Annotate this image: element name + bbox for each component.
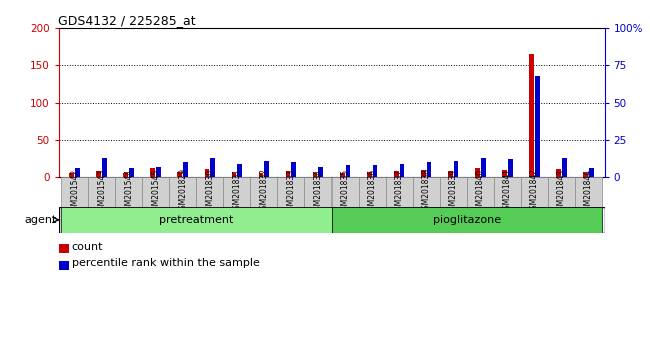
Bar bbox=[259, 172, 263, 177]
Text: GDS4132 / 225285_at: GDS4132 / 225285_at bbox=[58, 14, 196, 27]
Text: GSM201841: GSM201841 bbox=[502, 169, 512, 215]
Text: GSM201542: GSM201542 bbox=[70, 169, 79, 215]
Bar bbox=[575, 177, 602, 207]
Bar bbox=[556, 169, 561, 177]
Text: GSM201839: GSM201839 bbox=[448, 169, 458, 215]
Bar bbox=[318, 167, 323, 177]
Text: GSM201840: GSM201840 bbox=[476, 169, 485, 215]
Bar bbox=[400, 164, 404, 177]
Bar bbox=[237, 164, 242, 177]
Bar bbox=[285, 171, 291, 177]
Text: GSM201837: GSM201837 bbox=[395, 169, 404, 215]
Bar bbox=[589, 168, 593, 177]
Bar bbox=[169, 177, 196, 207]
Text: GSM201831: GSM201831 bbox=[233, 169, 241, 215]
Bar bbox=[196, 177, 224, 207]
Bar bbox=[394, 171, 398, 177]
Bar bbox=[535, 76, 539, 177]
Bar bbox=[313, 172, 317, 177]
Bar bbox=[70, 173, 74, 177]
Bar bbox=[494, 177, 521, 207]
Text: GSM201545: GSM201545 bbox=[151, 168, 161, 215]
Bar bbox=[205, 169, 209, 177]
Text: GSM201830: GSM201830 bbox=[205, 169, 214, 215]
Bar bbox=[304, 177, 332, 207]
Text: GSM201834: GSM201834 bbox=[313, 169, 322, 215]
Bar bbox=[467, 177, 494, 207]
Bar bbox=[562, 158, 567, 177]
Bar bbox=[367, 172, 372, 177]
Bar bbox=[142, 177, 169, 207]
Text: GSM201844: GSM201844 bbox=[584, 169, 593, 215]
Bar bbox=[359, 177, 385, 207]
Bar bbox=[426, 162, 432, 177]
Text: pretreatment: pretreatment bbox=[159, 215, 233, 225]
Bar bbox=[124, 172, 128, 177]
Bar bbox=[224, 177, 250, 207]
Bar bbox=[150, 168, 155, 177]
Text: percentile rank within the sample: percentile rank within the sample bbox=[72, 258, 259, 268]
Bar bbox=[278, 177, 304, 207]
Bar bbox=[439, 177, 467, 207]
Text: pioglitazone: pioglitazone bbox=[433, 215, 500, 225]
Bar bbox=[413, 177, 439, 207]
Bar bbox=[61, 177, 88, 207]
Bar bbox=[521, 177, 548, 207]
Bar bbox=[529, 53, 534, 177]
Text: agent: agent bbox=[25, 215, 57, 225]
Bar bbox=[291, 162, 296, 177]
Bar bbox=[502, 170, 507, 177]
Bar bbox=[346, 165, 350, 177]
Bar bbox=[58, 261, 69, 270]
Bar bbox=[480, 158, 486, 177]
Bar bbox=[474, 168, 480, 177]
Bar bbox=[102, 158, 107, 177]
Bar bbox=[129, 168, 134, 177]
Text: count: count bbox=[72, 242, 103, 252]
Bar bbox=[583, 173, 588, 177]
Bar bbox=[58, 244, 69, 253]
Text: GSM201843: GSM201843 bbox=[557, 169, 566, 215]
Bar bbox=[340, 172, 344, 177]
Text: GSM201832: GSM201832 bbox=[259, 169, 268, 215]
Bar bbox=[454, 161, 458, 177]
Bar bbox=[61, 207, 332, 233]
Bar bbox=[548, 177, 575, 207]
Text: GSM201836: GSM201836 bbox=[367, 169, 376, 215]
Bar bbox=[448, 171, 452, 177]
Bar bbox=[96, 171, 101, 177]
Bar bbox=[231, 173, 237, 177]
Bar bbox=[508, 159, 513, 177]
Bar bbox=[372, 165, 378, 177]
Text: GSM201543: GSM201543 bbox=[98, 168, 106, 215]
Text: GSM201842: GSM201842 bbox=[530, 169, 539, 215]
Bar bbox=[211, 158, 215, 177]
Bar bbox=[75, 168, 80, 177]
Text: GSM201833: GSM201833 bbox=[287, 169, 296, 215]
Bar bbox=[421, 170, 426, 177]
Bar bbox=[156, 167, 161, 177]
Bar bbox=[177, 172, 183, 177]
Text: GSM201838: GSM201838 bbox=[422, 169, 430, 215]
Bar bbox=[115, 177, 142, 207]
Bar bbox=[332, 177, 359, 207]
Bar bbox=[385, 177, 413, 207]
Bar bbox=[183, 162, 188, 177]
Bar bbox=[265, 161, 269, 177]
Text: GSM201544: GSM201544 bbox=[124, 168, 133, 215]
Bar bbox=[250, 177, 278, 207]
Bar bbox=[332, 207, 602, 233]
Bar bbox=[88, 177, 115, 207]
Text: GSM201835: GSM201835 bbox=[341, 169, 350, 215]
Text: GSM201829: GSM201829 bbox=[178, 169, 187, 215]
